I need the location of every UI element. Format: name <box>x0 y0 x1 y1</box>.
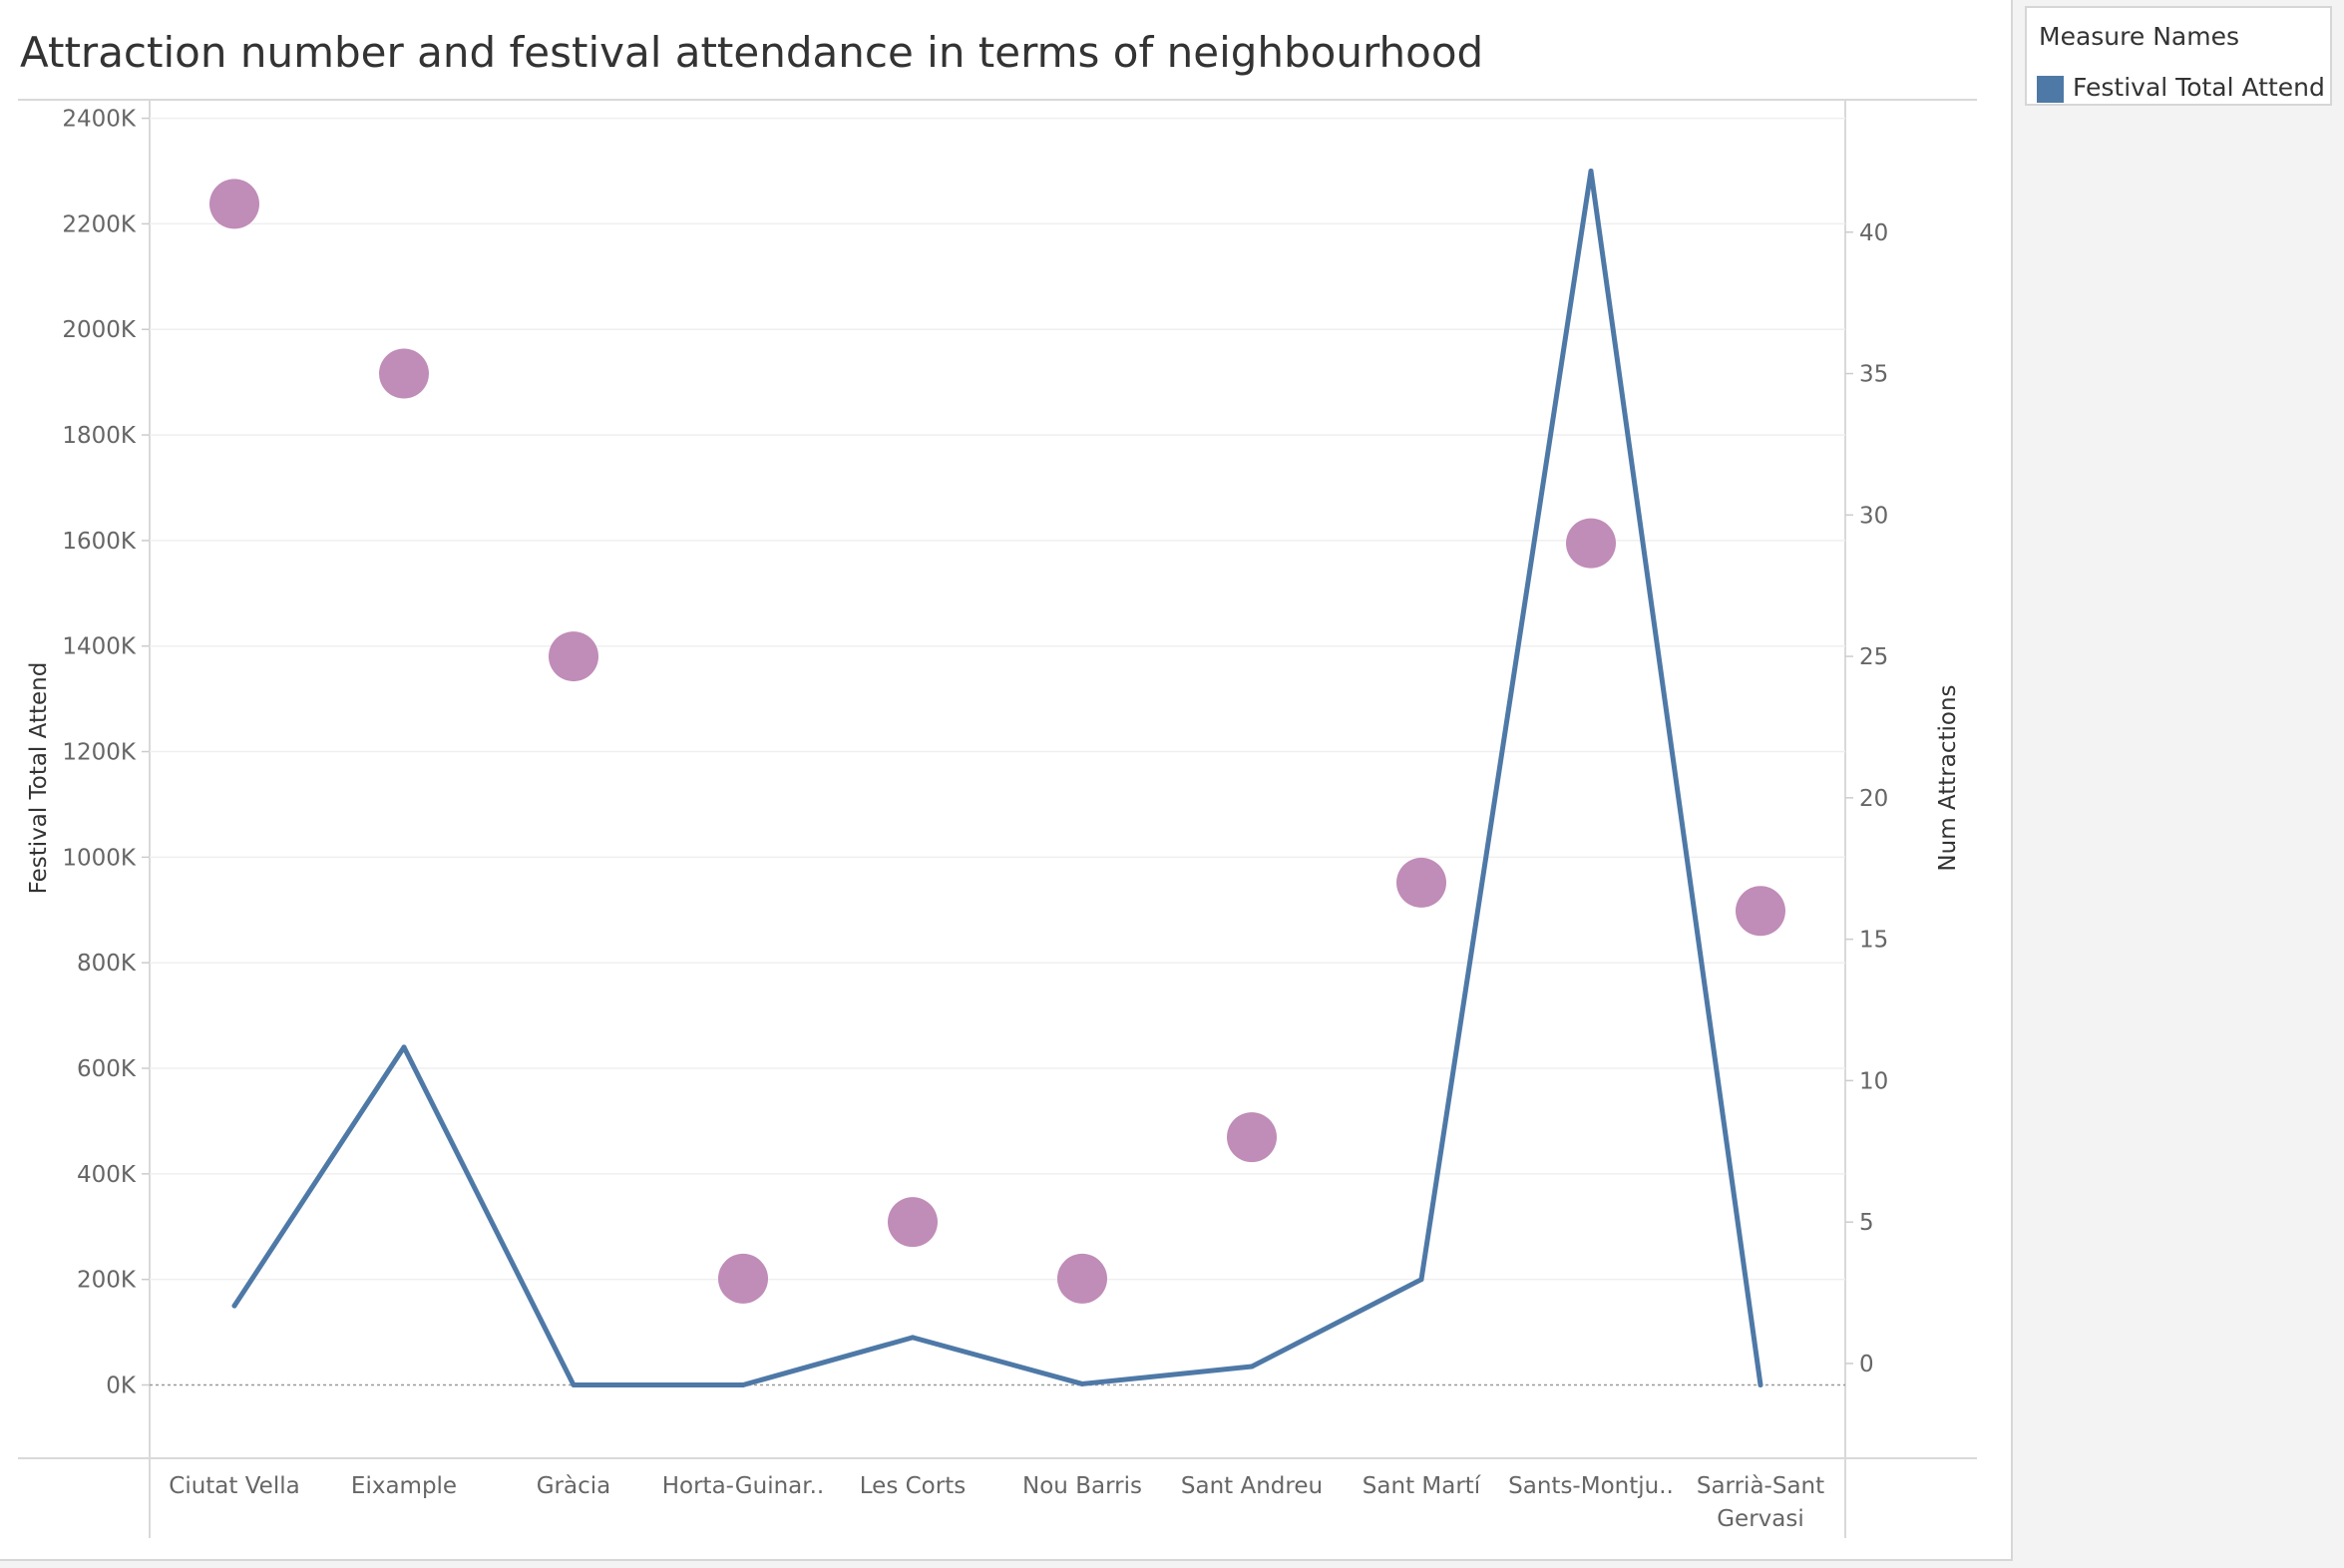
y-tick-label: 2200K <box>62 211 137 237</box>
legend[interactable]: Measure Names Festival Total Attend <box>2025 6 2332 106</box>
x-tick-label: Les Corts <box>860 1473 966 1499</box>
y2-tick-label: 25 <box>1859 644 1888 670</box>
y-tick-label: 1200K <box>62 740 137 766</box>
chart-view: Attraction number and festival attendanc… <box>0 0 2013 1561</box>
y2-tick-label: 30 <box>1859 503 1888 529</box>
x-tick-label: Nou Barris <box>1022 1473 1142 1499</box>
line-point <box>1249 1364 1255 1370</box>
y2-tick-label: 15 <box>1859 928 1888 954</box>
x-tick-label: Sants-Montju.. <box>1508 1473 1674 1499</box>
series-line-festival-total-attend <box>231 168 1763 1388</box>
point-num-attractions <box>1566 518 1616 569</box>
point-num-attractions <box>1227 1112 1277 1163</box>
y-tick-label: 600K <box>77 1056 137 1082</box>
line-point <box>231 1303 237 1309</box>
y-tick-label: 800K <box>77 951 137 977</box>
y2-tick-label: 40 <box>1859 220 1888 246</box>
x-tick-label: Horta-Guinar.. <box>662 1473 825 1499</box>
legend-swatch <box>2037 76 2064 103</box>
y2-axis-title: Num Attractions <box>1935 684 1961 871</box>
line-point <box>910 1335 916 1341</box>
line-point <box>1079 1380 1085 1386</box>
y-tick-label: 400K <box>77 1162 137 1188</box>
y-tick-label: 2400K <box>62 107 137 133</box>
point-num-attractions <box>1736 886 1785 937</box>
point-num-attractions <box>718 1253 768 1304</box>
line-point <box>1588 168 1594 174</box>
y-axis-title: Festival Total Attend <box>26 662 52 895</box>
chart-title: Attraction number and festival attendanc… <box>20 28 1484 77</box>
y-tick-label: 2000K <box>62 317 137 343</box>
line-point <box>571 1382 577 1388</box>
point-num-attractions <box>549 631 598 682</box>
y2-tick-label: 10 <box>1859 1068 1888 1094</box>
x-tick-label: Eixample <box>351 1473 457 1499</box>
y-tick-label: 1600K <box>62 529 137 555</box>
line-point <box>1758 1382 1763 1388</box>
y-tick-label: 200K <box>77 1268 137 1294</box>
y2-tick-label: 20 <box>1859 786 1888 812</box>
y2-tick-label: 5 <box>1859 1210 1874 1236</box>
point-num-attractions <box>888 1197 938 1248</box>
y-tick-label: 0K <box>106 1373 137 1399</box>
x-tick-label: Gràcia <box>537 1473 611 1499</box>
y-tick-label: 1800K <box>62 423 137 449</box>
legend-title: Measure Names <box>2039 22 2239 51</box>
x-tick-label: Sant Andreu <box>1181 1473 1323 1499</box>
x-tick-label: Sant Martí <box>1363 1473 1481 1499</box>
line-point <box>1418 1277 1424 1283</box>
x-tick-label: Ciutat Vella <box>169 1473 299 1499</box>
point-num-attractions <box>1057 1253 1107 1304</box>
y-tick-label: 1000K <box>62 845 137 871</box>
line-point <box>740 1382 746 1388</box>
point-num-attractions <box>379 348 429 399</box>
legend-item-label[interactable]: Festival Total Attend <box>2073 73 2325 102</box>
y2-tick-label: 35 <box>1859 362 1888 388</box>
y2-tick-label: 0 <box>1859 1352 1874 1377</box>
chart-canvas: 0K 200K 400K 600K 800K 1000K 1200K 1400K 1600K 18… <box>18 99 1977 1538</box>
y-tick-label: 1400K <box>62 634 137 660</box>
x-tick-label: Sarrià-Sant <box>1697 1473 1824 1499</box>
line-point <box>401 1044 407 1050</box>
point-num-attractions <box>209 179 259 229</box>
point-num-attractions <box>1396 857 1446 908</box>
x-tick-label: Gervasi <box>1717 1506 1804 1532</box>
